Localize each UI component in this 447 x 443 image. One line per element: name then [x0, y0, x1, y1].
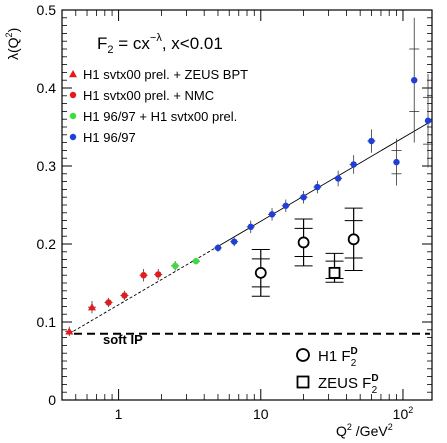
legend-marker-series-3	[69, 133, 77, 141]
x-axis-label: Q2 /GeV2	[336, 422, 393, 439]
legend-label-series-4: H1 FD 2	[318, 346, 358, 369]
data-point-series-4	[254, 266, 267, 279]
data-point-series-3	[350, 161, 357, 168]
legend-marker-series-2	[69, 112, 77, 120]
data-point-series-2	[192, 257, 200, 265]
data-point-series-3	[247, 223, 254, 231]
data-point-series-1	[105, 299, 112, 306]
y-tick-label: 0.3	[37, 158, 57, 174]
data-point-series-4	[297, 236, 310, 249]
y-tick-label: 0.1	[37, 314, 57, 330]
y-axis-label: λ(Q2)	[4, 28, 21, 60]
legend-top: H1 svtx00 prel. + ZEUS BPT H1 svtx00 pre…	[69, 67, 248, 145]
legend-label-series-3: H1 96/97	[83, 130, 136, 145]
data-point-series-3	[424, 117, 432, 124]
title-mid: = cx	[114, 34, 151, 53]
x-tick-label: 102	[393, 405, 414, 422]
x-tick-label: 1	[115, 406, 123, 422]
legend-label-series-2: H1 96/97 + H1 svtx00 prel.	[83, 109, 237, 124]
xlabel-q: Q	[336, 423, 347, 439]
xlabel-q-sup: 2	[347, 422, 352, 432]
ylabel-post: )	[5, 28, 21, 33]
title-sup: −λ	[150, 32, 162, 44]
xlabel-gev-sup: 2	[388, 422, 393, 432]
xlabel-mid: /GeV	[352, 423, 388, 439]
data-point-series-3	[282, 202, 290, 209]
x-tick-label: 10	[253, 406, 269, 422]
data-point-series-3	[300, 194, 307, 201]
title-sub: 2	[107, 44, 113, 56]
title-lhs: F	[97, 34, 107, 53]
data-point-series-5	[328, 266, 341, 279]
legend-bottom: H1 FD 2 ZEUS FD 2	[296, 346, 379, 396]
y-tick-label: 0	[48, 392, 56, 408]
data-point-series-3	[314, 183, 321, 191]
data-point-series-2	[171, 262, 179, 270]
y-tick-label: 0.5	[37, 2, 57, 18]
data-point-series-3	[368, 137, 375, 145]
y-tick-label: 0.2	[37, 236, 57, 252]
ylabel-pre: λ(Q	[5, 37, 21, 60]
data-point-series-3	[334, 175, 342, 182]
data-point-series-4	[347, 233, 360, 246]
data-points	[65, 17, 434, 337]
legend-marker-series-0	[69, 70, 77, 78]
data-point-series-0	[87, 303, 96, 311]
data-point-series-3	[393, 158, 400, 166]
data-point-series-0	[65, 327, 74, 335]
y-tick-label: 0.4	[37, 80, 57, 96]
legend-marker-series-4	[296, 348, 310, 362]
legend-marker-series-1	[69, 91, 77, 99]
reference-line-label: soft IP	[103, 332, 143, 347]
legend-label-series-0: H1 svtx00 prel. + ZEUS BPT	[83, 67, 248, 82]
legend-label-series-5: ZEUS FD 2	[318, 373, 379, 396]
legend-marker-series-5	[296, 375, 310, 389]
title-rhs: , x<0.01	[162, 34, 223, 53]
chart-title: F2 = cx−λ, x<0.01	[97, 32, 223, 56]
data-point-series-1	[121, 292, 128, 299]
axis-ticks: 0 0.1 0.2 0.3 0.4 0.5 1 10 102	[37, 2, 432, 422]
fit-line-dashed	[69, 246, 219, 335]
data-point-series-1	[140, 272, 147, 279]
legend-label-series-1: H1 svtx00 prel. + NMC	[83, 88, 214, 103]
ylabel-sup: 2	[4, 32, 14, 37]
data-point-series-3	[268, 211, 276, 218]
data-point-series-1	[155, 271, 162, 278]
data-point-series-3	[230, 238, 238, 245]
data-point-series-3	[411, 77, 418, 84]
data-point-series-3	[214, 244, 222, 252]
